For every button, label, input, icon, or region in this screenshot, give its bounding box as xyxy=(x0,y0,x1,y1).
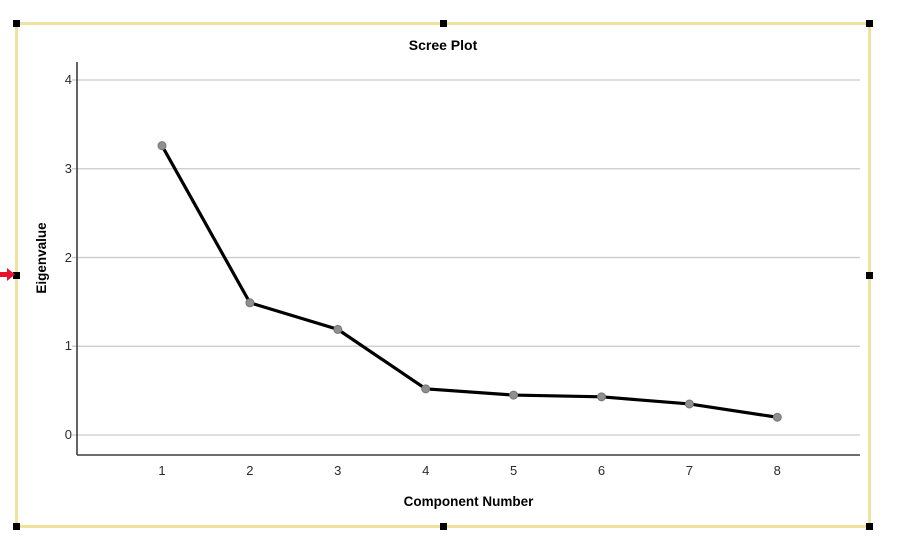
x-tick-label: 4 xyxy=(422,463,430,478)
selection-handle-middle-right[interactable] xyxy=(866,272,873,279)
x-tick-label: 5 xyxy=(509,463,518,478)
selection-handle-bottom-left[interactable] xyxy=(13,523,20,530)
y-tick-label: 3 xyxy=(64,160,72,176)
selection-handle-top-left[interactable] xyxy=(13,20,20,27)
x-tick-label: 8 xyxy=(773,463,781,478)
x-axis-label: Component Number xyxy=(403,494,534,509)
selection-handle-top-right[interactable] xyxy=(866,20,873,27)
output-pointer-arrow-icon xyxy=(0,268,15,281)
x-tick-label: 1 xyxy=(158,463,166,478)
x-tick-label: 3 xyxy=(334,463,342,478)
selection-border[interactable] xyxy=(15,22,871,528)
y-tick-label: 4 xyxy=(64,72,72,87)
y-tick-label: 0 xyxy=(64,427,72,442)
x-tick-label: 7 xyxy=(685,463,693,478)
y-tick-label: 1 xyxy=(64,338,72,354)
x-tick-label: 6 xyxy=(597,463,606,478)
chart-title: Scree Plot xyxy=(408,37,478,53)
selection-handle-bottom-center[interactable] xyxy=(440,523,447,530)
y-tick-label: 2 xyxy=(64,249,72,265)
selection-handle-top-center[interactable] xyxy=(440,20,447,27)
x-tick-label: 2 xyxy=(246,463,254,478)
selection-handle-middle-left[interactable] xyxy=(13,272,20,279)
selection-handle-bottom-right[interactable] xyxy=(866,523,873,530)
